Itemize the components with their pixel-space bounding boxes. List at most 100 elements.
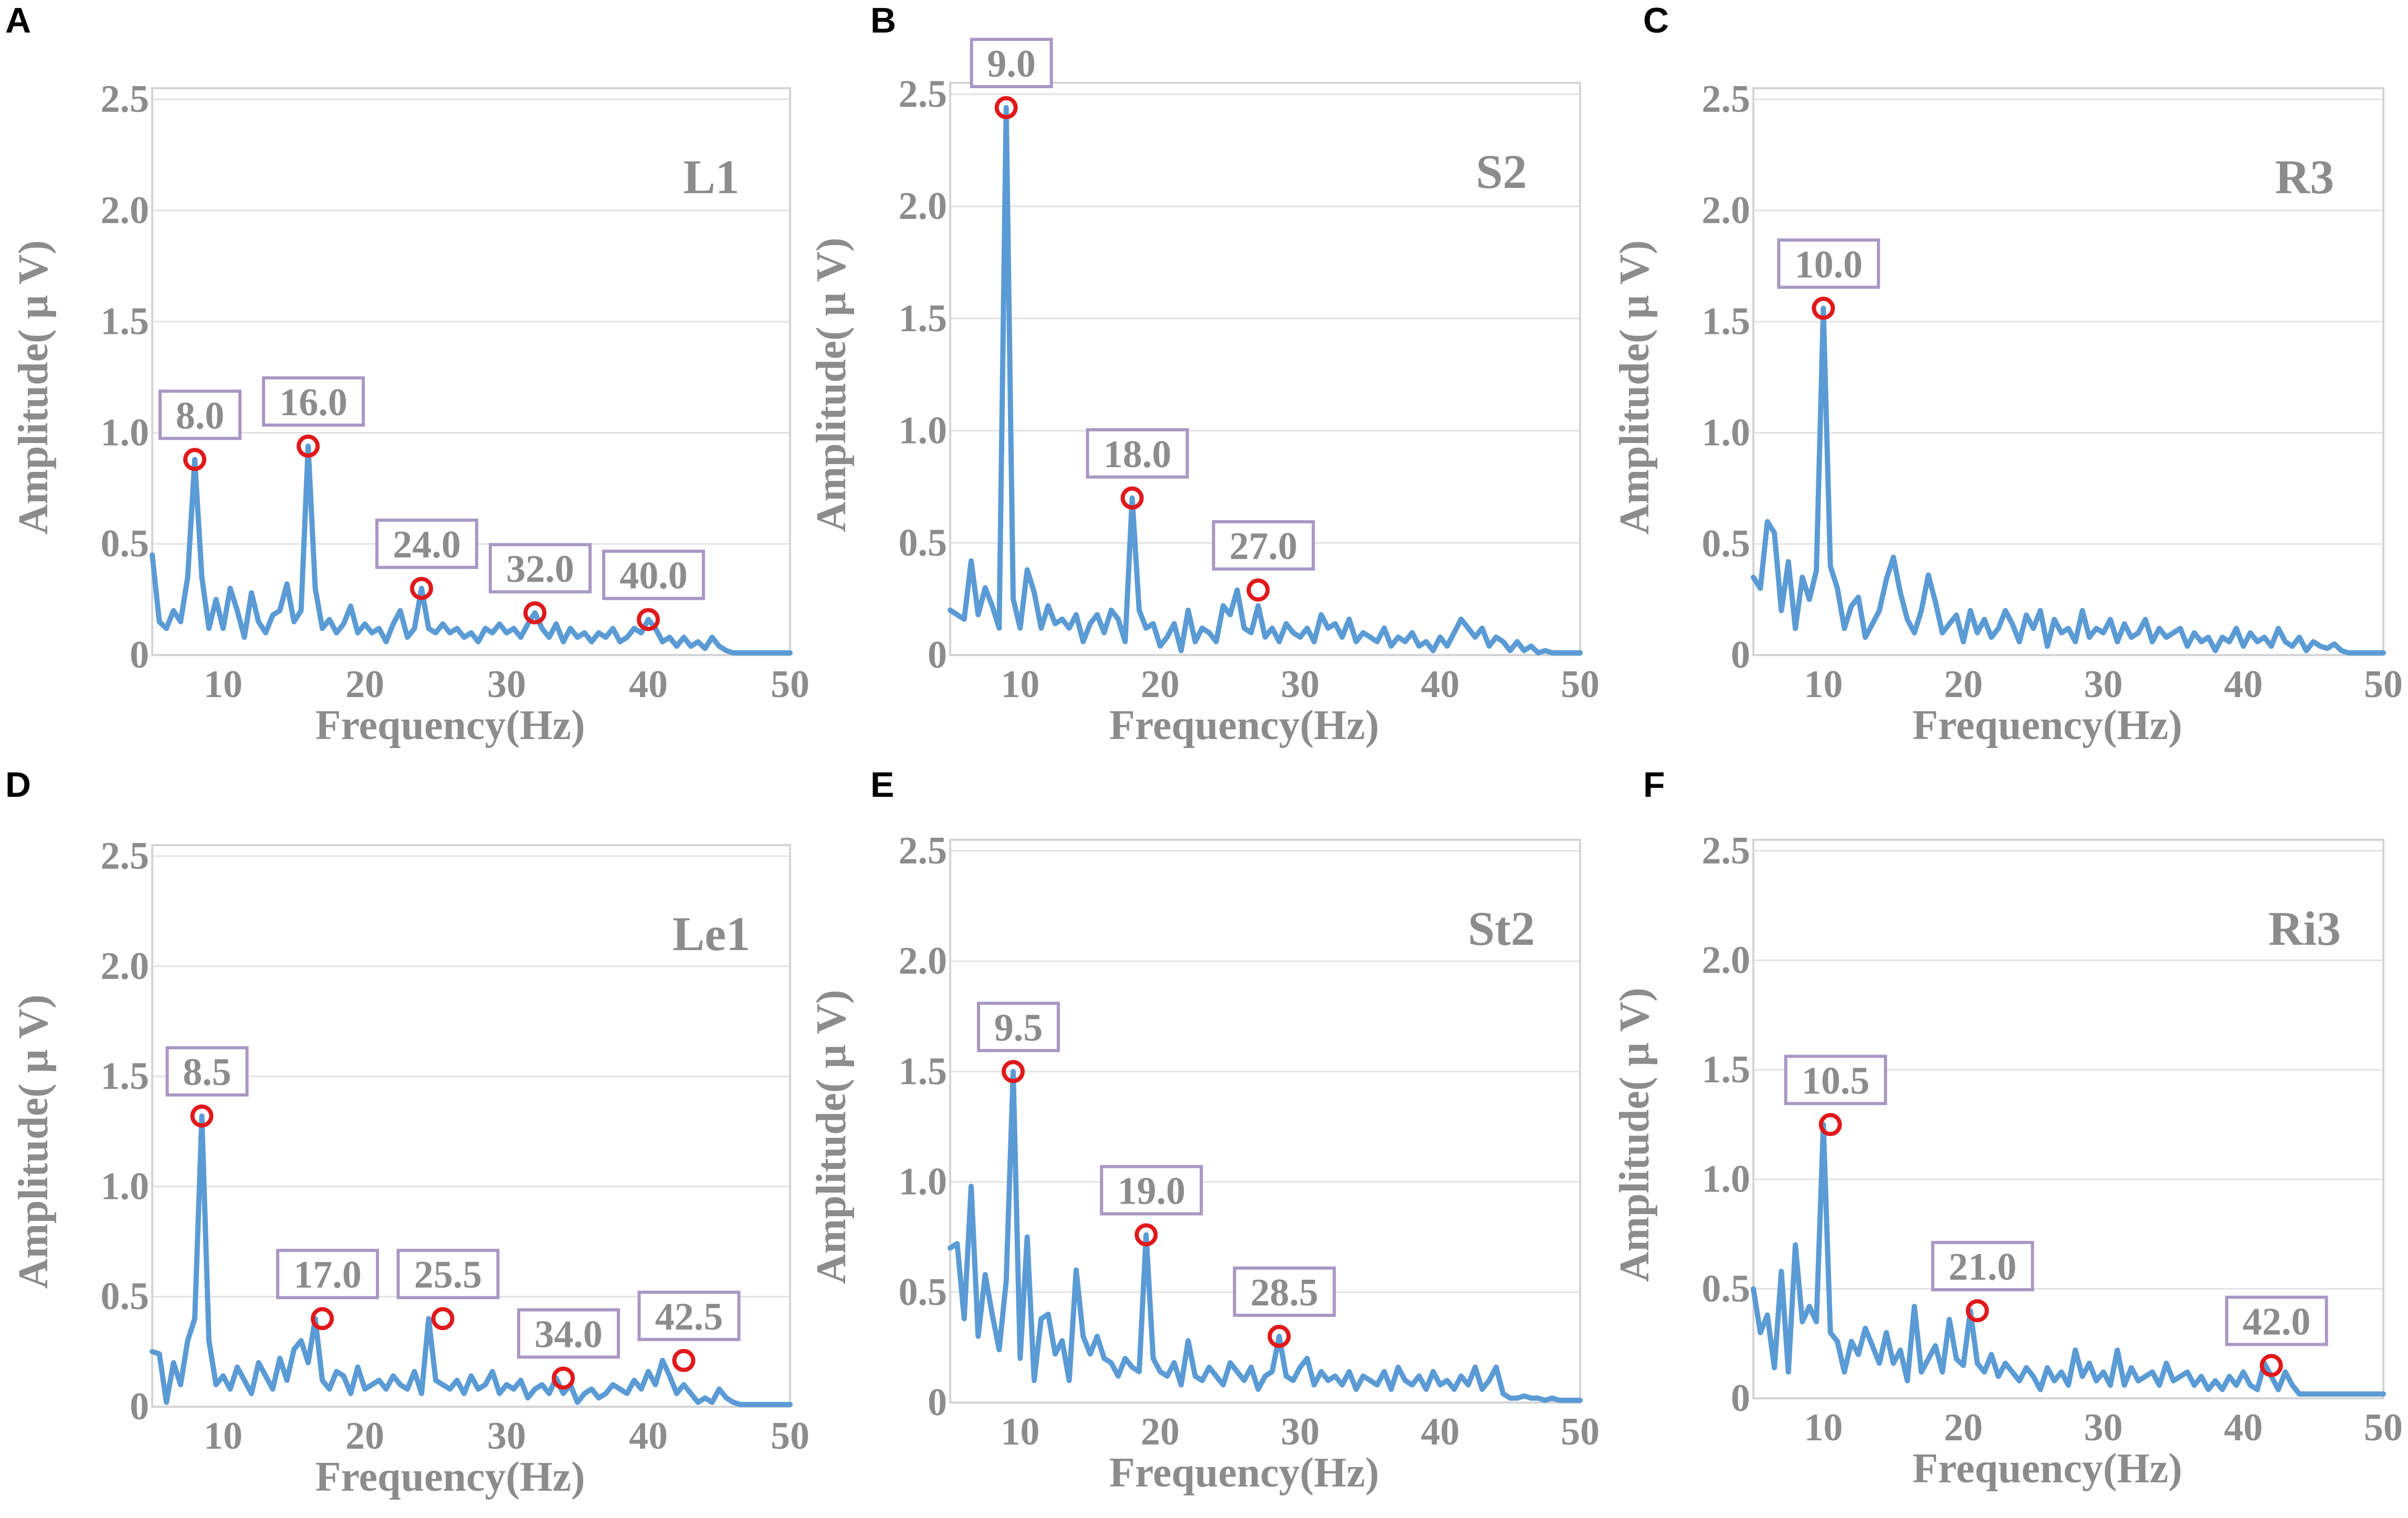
y-axis-label: Amplitude( μ V) bbox=[808, 990, 855, 1284]
y-axis-label: Amplitude( μ V) bbox=[1612, 988, 1658, 1282]
peak-label-box bbox=[1100, 1165, 1203, 1216]
y-tick-label: 1.5 bbox=[899, 297, 948, 340]
x-axis-label: Frequency(Hz) bbox=[1912, 1446, 2182, 1492]
spectrum-line bbox=[1751, 1122, 2386, 1397]
peak-marker bbox=[1120, 486, 1144, 510]
y-tick-label: 0 bbox=[130, 634, 149, 677]
x-tick-label: 10 bbox=[204, 663, 243, 706]
x-tick-label: 10 bbox=[204, 1415, 243, 1458]
y-tick-label: 0.5 bbox=[101, 522, 150, 565]
plot-frame bbox=[1752, 87, 2384, 656]
peak-label: 18.0 bbox=[1103, 433, 1172, 476]
peak-label: 32.0 bbox=[506, 548, 574, 591]
x-tick-label: 20 bbox=[1141, 1410, 1180, 1453]
peak-label-box bbox=[970, 38, 1053, 89]
y-tick-label: 2.0 bbox=[899, 185, 948, 228]
peak-label-box bbox=[1212, 520, 1315, 571]
panel-letter: A bbox=[5, 1, 31, 40]
x-tick-label: 40 bbox=[629, 663, 668, 706]
panel-title: L1 bbox=[683, 150, 739, 204]
peak-marker bbox=[183, 448, 206, 471]
chart-panel-e: E 0 0.5 1.0 1.5 2.0 2.5 10 20 30 40 50 Frequency(Hz)… bbox=[808, 765, 1600, 1496]
x-axis-label: Frequency(Hz) bbox=[1912, 702, 2182, 749]
x-tick-label: 50 bbox=[2364, 663, 2403, 706]
peak-marker bbox=[523, 601, 546, 625]
panel-letter: D bbox=[5, 765, 31, 805]
peak-label: 8.0 bbox=[176, 394, 225, 437]
peak-label-box bbox=[489, 543, 592, 594]
y-tick-label: 2.0 bbox=[899, 940, 948, 983]
y-tick-label: 0 bbox=[1731, 1377, 1750, 1420]
y-tick-label: 0 bbox=[928, 634, 947, 677]
x-tick-label: 40 bbox=[1421, 663, 1459, 706]
peak-label: 21.0 bbox=[1949, 1246, 2017, 1289]
x-axis-label: Frequency(Hz) bbox=[316, 702, 585, 749]
y-tick-label: 0.5 bbox=[899, 1271, 948, 1314]
peak-label-box bbox=[262, 376, 365, 427]
spectrum-line bbox=[150, 443, 793, 656]
chart-panel-b: B 0 0.5 1.0 1.5 2.0 2.5 10 20 30 40 50 Frequency(Hz)… bbox=[808, 1, 1600, 749]
y-axis-label: Amplitude( μ V) bbox=[10, 240, 57, 535]
y-tick-label: 0 bbox=[928, 1381, 947, 1424]
y-tick-label: 2.5 bbox=[899, 829, 948, 872]
plot-frame bbox=[949, 839, 1581, 1404]
peak-marker bbox=[1267, 1324, 1291, 1348]
panel-letter: E bbox=[870, 765, 894, 805]
peak-label-box bbox=[165, 1046, 249, 1097]
x-tick-label: 20 bbox=[1944, 663, 1983, 706]
y-tick-label: 1.0 bbox=[101, 411, 150, 454]
y-tick-label: 2.5 bbox=[1702, 829, 1751, 872]
x-tick-label: 30 bbox=[2084, 663, 2123, 706]
x-tick-label: 30 bbox=[1281, 1410, 1320, 1453]
y-tick-label: 2.0 bbox=[101, 189, 150, 232]
x-tick-label: 40 bbox=[2224, 663, 2263, 706]
y-tick-label: 1.5 bbox=[101, 1055, 150, 1098]
peak-label-box bbox=[1931, 1241, 2034, 1292]
peak-label: 17.0 bbox=[293, 1253, 362, 1296]
x-tick-label: 40 bbox=[629, 1415, 668, 1458]
peak-label: 10.0 bbox=[1795, 243, 1863, 286]
peak-label-box bbox=[159, 389, 241, 440]
peak-label-box bbox=[2225, 1295, 2328, 1346]
peak-marker bbox=[1965, 1299, 1989, 1323]
peak-marker bbox=[410, 576, 433, 600]
peak-label: 34.0 bbox=[534, 1313, 603, 1356]
y-tick-label: 0.5 bbox=[899, 521, 948, 564]
chart-panel-d: D 0 0.5 1.0 1.5 2.0 2.5 10 20 30 40 50 Frequency(Hz)… bbox=[5, 765, 809, 1500]
peak-label: 40.0 bbox=[619, 554, 688, 597]
y-tick-label: 2.0 bbox=[1702, 189, 1751, 232]
x-tick-label: 50 bbox=[1561, 1410, 1600, 1453]
peak-marker bbox=[637, 608, 660, 631]
y-tick-label: 2.0 bbox=[1702, 939, 1751, 982]
y-tick-label: 1.5 bbox=[1702, 300, 1751, 343]
y-tick-label: 1.0 bbox=[1702, 411, 1751, 454]
x-tick-label: 30 bbox=[2084, 1406, 2123, 1449]
y-tick-label: 1.5 bbox=[899, 1050, 948, 1093]
x-tick-label: 20 bbox=[1944, 1406, 1983, 1449]
y-tick-label: 2.5 bbox=[101, 835, 150, 878]
panel-letter: C bbox=[1643, 1, 1669, 40]
panel-title: Ri3 bbox=[2268, 902, 2341, 955]
peak-label: 10.5 bbox=[1802, 1059, 1870, 1102]
peak-marker bbox=[311, 1307, 334, 1331]
y-tick-label: 0.5 bbox=[101, 1275, 150, 1318]
x-tick-label: 10 bbox=[1804, 663, 1843, 706]
peak-label-box bbox=[1233, 1266, 1336, 1317]
peak-label: 9.0 bbox=[987, 43, 1036, 86]
x-tick-label: 10 bbox=[1001, 1410, 1039, 1453]
y-tick-label: 0 bbox=[130, 1385, 149, 1428]
spectrum-line bbox=[1751, 305, 2386, 656]
y-tick-label: 1.0 bbox=[1702, 1158, 1751, 1201]
peak-label-box bbox=[396, 1249, 500, 1300]
panel-letter: B bbox=[870, 1, 896, 40]
plot-frame bbox=[151, 844, 791, 1408]
peak-label-box bbox=[1086, 428, 1189, 479]
peak-marker bbox=[994, 96, 1018, 120]
panel-title: Le1 bbox=[672, 907, 750, 961]
peak-marker bbox=[2259, 1354, 2283, 1377]
peak-marker bbox=[1002, 1060, 1025, 1083]
y-tick-label: 2.5 bbox=[899, 72, 948, 115]
x-tick-label: 10 bbox=[1001, 663, 1039, 706]
peak-marker bbox=[672, 1348, 696, 1372]
peak-label-box bbox=[637, 1290, 741, 1341]
